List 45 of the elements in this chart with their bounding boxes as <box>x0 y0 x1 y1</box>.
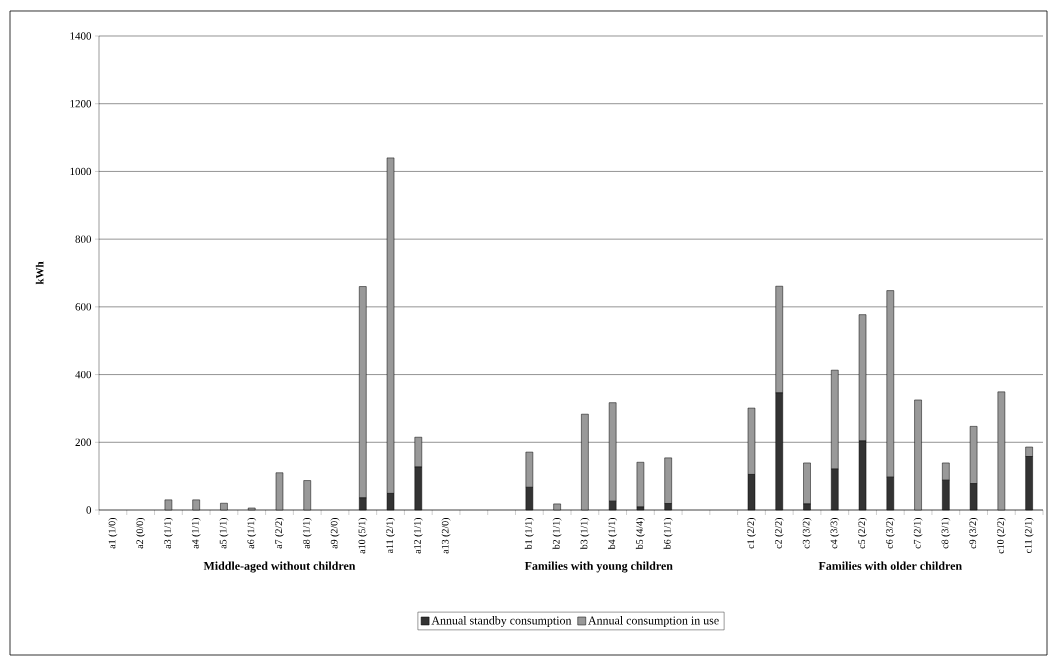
x-tick-label: c4 (3/3) <box>830 517 840 549</box>
x-tick-label: c5 (2/2) <box>858 517 868 549</box>
legend-label: Annual standby consumption <box>431 616 572 627</box>
x-tick-label: b6 (1/1) <box>663 517 673 550</box>
y-tick-label: 1000 <box>70 167 92 176</box>
y-tick-label: 0 <box>86 506 92 514</box>
y-tick-label: 400 <box>75 370 92 379</box>
x-tick-label: b2 (1/1) <box>552 517 562 550</box>
bar <box>636 462 645 508</box>
y-tick-label: 600 <box>75 303 92 311</box>
x-tick-label: b4 (1/1) <box>608 517 618 550</box>
y-tick-label: 200 <box>75 438 92 446</box>
y-tick-label: 1400 <box>70 32 92 40</box>
x-tick-label: c7 (2/1) <box>913 517 923 549</box>
x-tick-label: a6 (1/1) <box>247 517 257 549</box>
x-tick-label: c11 (2/1) <box>1024 517 1034 554</box>
x-tick-label: c1 (2/2) <box>746 517 756 549</box>
x-tick-label: c2 (2/2) <box>774 517 784 549</box>
x-tick-label: a7 (2/2) <box>274 517 284 549</box>
x-tick-label: c6 (3/2) <box>885 517 895 549</box>
x-tick-label: a11 (2/1) <box>386 517 396 554</box>
x-tick-label: c9 (3/2) <box>969 517 979 549</box>
x-tick-label: a12 (1/1) <box>413 517 423 554</box>
x-tick-label: b3 (1/1) <box>580 517 590 550</box>
x-tick-label: a4 (1/1) <box>191 517 201 549</box>
legend-label: Annual consumption in use <box>588 616 719 627</box>
x-tick-label: a13 (2/0) <box>441 517 451 554</box>
x-tick-label: a1 (1/0) <box>108 517 118 549</box>
text: Middle-aged without children <box>203 561 356 573</box>
x-tick-label: a9 (2/0) <box>330 517 340 549</box>
y-tick-label: 1200 <box>70 100 92 108</box>
x-tick-label: a8 (1/1) <box>302 517 312 549</box>
x-tick-label: a10 (5/1) <box>358 517 368 554</box>
text: Families with older children <box>818 561 962 570</box>
y-tick-label: 800 <box>75 235 92 243</box>
text: Families with young children <box>524 561 673 573</box>
x-tick-label: a2 (0/0) <box>136 517 146 549</box>
x-tick-label: b1 (1/1) <box>524 517 534 550</box>
x-tick-label: c10 (2/2) <box>996 517 1006 554</box>
y-axis-title: kWh <box>35 261 44 285</box>
x-tick-label: a5 (1/1) <box>219 517 229 549</box>
x-tick-label: b5 (4/4) <box>635 517 645 550</box>
x-tick-label: c3 (3/2) <box>802 517 812 549</box>
x-tick-label: a3 (1/1) <box>163 517 173 549</box>
x-tick-label: c8 (3/1) <box>941 517 951 549</box>
